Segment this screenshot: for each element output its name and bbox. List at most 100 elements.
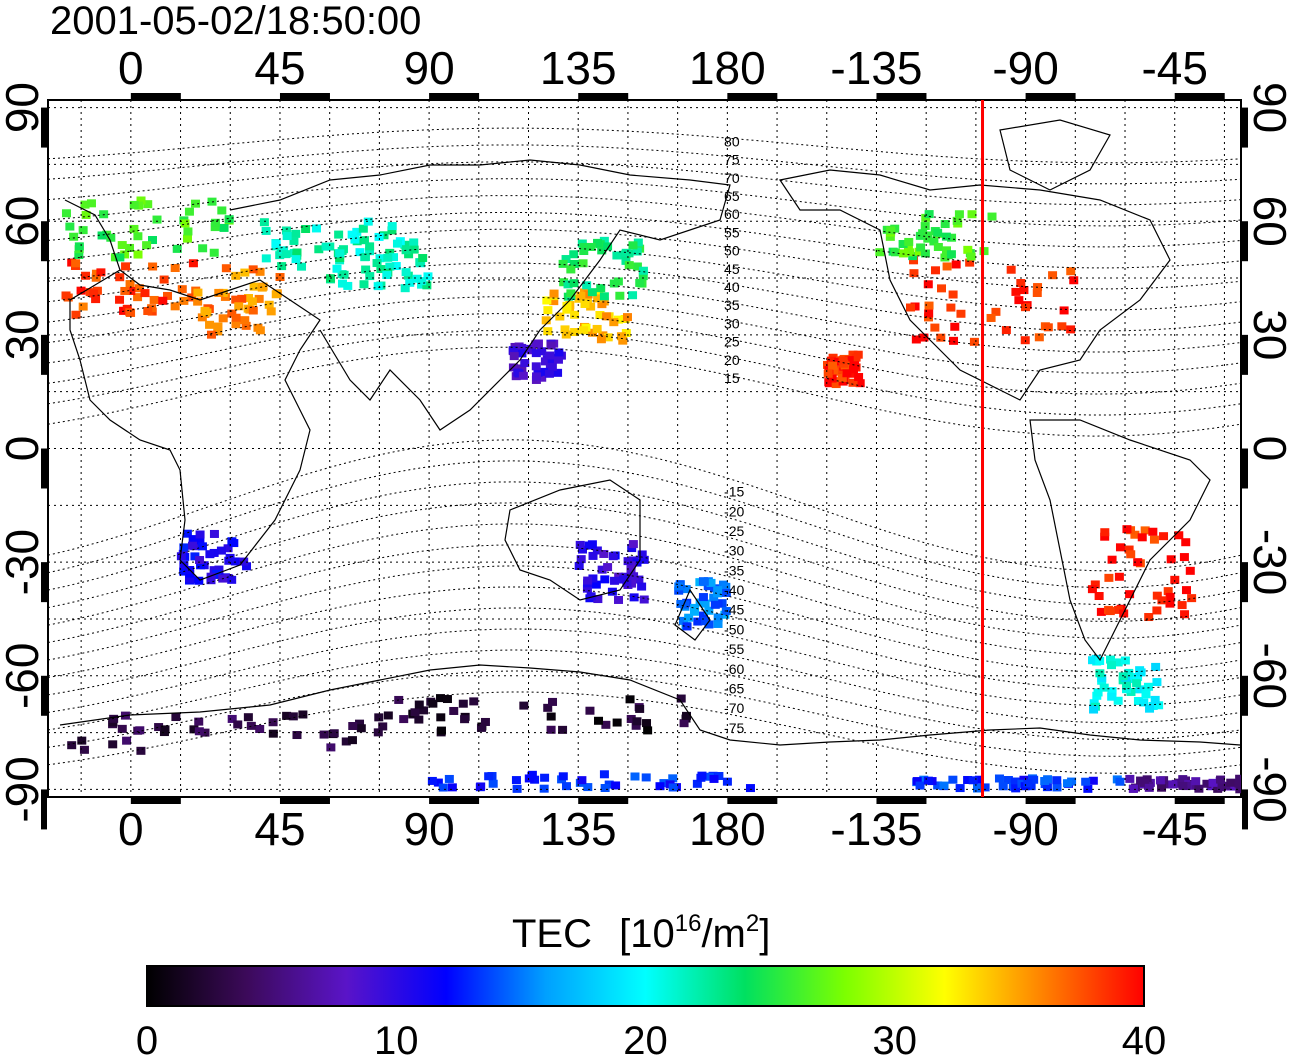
tec-cell bbox=[586, 302, 596, 311]
tec-cell bbox=[378, 722, 388, 731]
tec-cell bbox=[561, 782, 571, 791]
lat-label-left: 0 bbox=[0, 436, 48, 462]
tec-cell bbox=[198, 244, 208, 253]
tec-cell bbox=[347, 736, 357, 745]
tec-cell bbox=[1088, 656, 1098, 665]
tec-cell bbox=[593, 238, 603, 247]
tec-cell bbox=[954, 210, 964, 219]
tec-cell bbox=[624, 261, 634, 270]
tec-cell bbox=[319, 730, 329, 739]
tec-cell bbox=[603, 242, 613, 251]
tec-cell bbox=[987, 212, 997, 221]
tec-cell bbox=[838, 356, 848, 365]
tec-cell bbox=[540, 357, 550, 366]
tec-cell bbox=[655, 782, 665, 791]
tec-cell bbox=[80, 200, 90, 209]
tec-cell bbox=[261, 254, 271, 263]
coast-greenland bbox=[999, 119, 1111, 191]
tec-cell bbox=[714, 771, 724, 780]
tec-cell bbox=[508, 346, 518, 355]
tec-cell bbox=[1165, 592, 1175, 601]
tec-cell bbox=[1105, 607, 1115, 616]
tec-cell bbox=[1066, 267, 1076, 276]
tec-cell bbox=[597, 300, 607, 309]
lon-labels-bottom: 0 45 90 135 180 -135 -90 -45 bbox=[118, 803, 1208, 855]
tec-cell bbox=[1144, 613, 1154, 622]
tec-cell bbox=[600, 575, 610, 584]
tec-cell bbox=[355, 248, 365, 257]
tec-cell bbox=[532, 372, 542, 381]
tec-cell bbox=[1106, 655, 1116, 664]
tec-cell bbox=[1095, 669, 1105, 678]
maglat-label: 45 bbox=[724, 261, 740, 277]
tec-cell bbox=[143, 307, 153, 316]
tec-cell bbox=[549, 297, 559, 306]
coast-nz bbox=[674, 588, 711, 641]
tec-cell bbox=[1155, 776, 1165, 785]
tec-cell bbox=[281, 226, 291, 235]
tec-cell bbox=[1180, 610, 1190, 619]
tec-cell bbox=[577, 776, 587, 785]
tec-cell bbox=[383, 711, 393, 720]
coast-south-america bbox=[1029, 419, 1211, 662]
tec-cell bbox=[170, 302, 180, 311]
tec-cell bbox=[170, 264, 180, 273]
tec-cell bbox=[638, 272, 648, 281]
maglat-contour bbox=[48, 649, 1241, 740]
tec-cell bbox=[540, 367, 550, 376]
tec-cell bbox=[603, 333, 613, 342]
tec-cell bbox=[1107, 687, 1117, 696]
tec-cell bbox=[1122, 525, 1132, 534]
tec-cell bbox=[579, 326, 589, 335]
map-content: 80 75 70 65 60 55 50 45 40 35 30 25 20 15 -15 -20 -25 -30… bbox=[48, 100, 1241, 797]
tec-cell bbox=[387, 226, 397, 235]
tec-cell bbox=[291, 255, 301, 264]
tec-cell bbox=[890, 248, 900, 257]
tec-cell bbox=[341, 737, 351, 746]
tec-cell bbox=[1216, 775, 1226, 784]
tec-cell bbox=[184, 207, 194, 216]
tec-cell bbox=[321, 242, 331, 251]
tec-cell bbox=[1191, 777, 1201, 786]
tec-cell bbox=[379, 231, 389, 240]
tec-cell bbox=[436, 726, 446, 735]
tec-cell bbox=[1118, 672, 1128, 681]
tec-cell bbox=[937, 284, 947, 293]
colorbar-tick-labels: 0 10 20 30 40 bbox=[136, 1019, 1166, 1057]
lon-label-bottom: 180 bbox=[689, 803, 766, 855]
coast-north-america bbox=[779, 169, 1171, 401]
tec-cell bbox=[205, 320, 215, 329]
tec-cell bbox=[229, 539, 239, 548]
tec-cell bbox=[905, 248, 915, 257]
tec-cell bbox=[566, 289, 576, 298]
colorbar-unit-exp: 16 bbox=[675, 910, 702, 937]
tec-cell bbox=[154, 723, 164, 732]
tec-cell bbox=[911, 335, 921, 344]
tec-cell bbox=[924, 301, 934, 310]
maglat-label: 30 bbox=[724, 315, 740, 331]
tec-cell bbox=[81, 271, 91, 280]
tec-cell bbox=[125, 243, 135, 252]
tec-cell bbox=[248, 306, 258, 315]
tec-cell bbox=[554, 348, 564, 357]
tec-cell bbox=[404, 250, 414, 259]
tec-cell bbox=[693, 617, 703, 626]
tec-cell bbox=[562, 301, 572, 310]
tec-cell bbox=[941, 246, 951, 255]
tec-region bbox=[193, 264, 285, 339]
tec-cell bbox=[1135, 685, 1145, 694]
tec-cell bbox=[1145, 704, 1155, 713]
tec-cell bbox=[597, 565, 607, 574]
tec-cell bbox=[1043, 323, 1053, 332]
lon-label-bottom: 90 bbox=[404, 803, 455, 855]
tec-cell bbox=[946, 303, 956, 312]
tec-cell bbox=[117, 241, 127, 250]
tec-cell bbox=[632, 262, 642, 271]
tec-cell bbox=[1042, 783, 1052, 792]
tec-cell bbox=[266, 307, 276, 316]
tec-cell bbox=[197, 313, 207, 322]
tec-cell bbox=[1133, 696, 1143, 705]
coast-antarctica bbox=[59, 664, 1241, 746]
tec-cell bbox=[391, 262, 401, 271]
tec-cell bbox=[160, 725, 170, 734]
